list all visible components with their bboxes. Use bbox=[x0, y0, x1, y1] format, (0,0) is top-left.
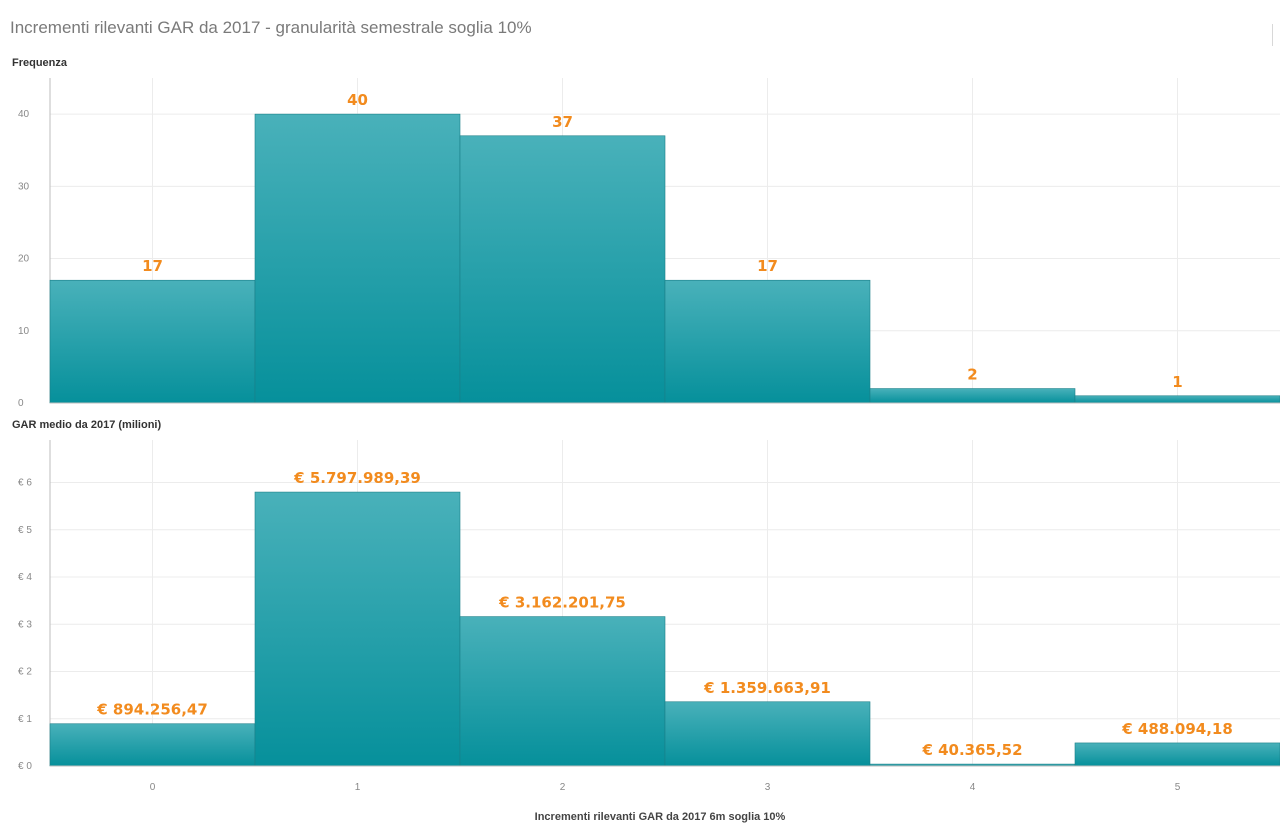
x-tick-label: 4 bbox=[970, 782, 976, 793]
bar-value-label: 2 bbox=[967, 366, 977, 384]
y-tick-label: € 5 bbox=[18, 525, 32, 536]
x-tick-label: 5 bbox=[1175, 782, 1181, 793]
x-axis-title: Incrementi rilevanti GAR da 2017 6m sogl… bbox=[535, 811, 786, 823]
bar-4[interactable] bbox=[869, 388, 1076, 404]
y-axis-title: Frequenza bbox=[12, 57, 68, 69]
y-tick-label: 40 bbox=[18, 109, 30, 120]
y-tick-label: € 3 bbox=[18, 619, 32, 630]
bar-value-label: 40 bbox=[347, 91, 368, 109]
bar-3[interactable] bbox=[664, 701, 871, 767]
bar-value-label: 17 bbox=[142, 257, 163, 275]
x-tick-label: 3 bbox=[765, 782, 771, 793]
bar-1[interactable] bbox=[254, 113, 461, 404]
chart-panel-0: Frequenza 0 10 20 30 40 17 40 37 17 2 1 bbox=[12, 57, 1280, 409]
x-tick-label: 1 bbox=[355, 782, 361, 793]
bar-value-label: € 1.359.663,91 bbox=[703, 679, 831, 697]
y-tick-label: € 0 bbox=[18, 761, 32, 772]
bar-3[interactable] bbox=[664, 279, 871, 404]
bar-value-label: € 40.365,52 bbox=[921, 741, 1022, 759]
bar-2[interactable] bbox=[459, 616, 666, 767]
y-tick-label: 0 bbox=[18, 398, 24, 409]
bar-2[interactable] bbox=[459, 135, 666, 404]
y-tick-label: € 1 bbox=[18, 714, 32, 725]
bar-value-label: € 488.094,18 bbox=[1121, 720, 1233, 738]
bar-value-label: € 894.256,47 bbox=[96, 701, 208, 719]
chart-panel-1: GAR medio da 2017 (milioni) € 0 € 1 € 2 € 3 €… bbox=[12, 419, 1280, 823]
x-tick-label: 0 bbox=[150, 782, 156, 793]
y-tick-label: 10 bbox=[18, 326, 30, 337]
y-tick-label: € 2 bbox=[18, 667, 32, 678]
bar-value-label: 1 bbox=[1172, 373, 1182, 391]
bar-0[interactable] bbox=[49, 279, 256, 404]
corner-divider bbox=[1272, 24, 1276, 46]
bar-0[interactable] bbox=[49, 723, 256, 767]
y-tick-label: 20 bbox=[18, 254, 30, 265]
bar-5[interactable] bbox=[1074, 742, 1280, 767]
x-tick-label: 2 bbox=[560, 782, 566, 793]
chart-title: Incrementi rilevanti GAR da 2017 - granu… bbox=[10, 18, 532, 37]
bar-value-label: 17 bbox=[757, 257, 778, 275]
y-axis-title: GAR medio da 2017 (milioni) bbox=[12, 419, 161, 431]
bar-value-label: € 5.797.989,39 bbox=[293, 469, 421, 487]
bar-5[interactable] bbox=[1074, 395, 1280, 404]
bar-value-label: € 3.162.201,75 bbox=[498, 594, 626, 612]
bar-1[interactable] bbox=[254, 491, 461, 767]
y-tick-label: 30 bbox=[18, 181, 30, 192]
bar-value-label: 37 bbox=[552, 113, 573, 131]
y-tick-label: € 6 bbox=[18, 478, 32, 489]
y-tick-label: € 4 bbox=[18, 572, 32, 583]
